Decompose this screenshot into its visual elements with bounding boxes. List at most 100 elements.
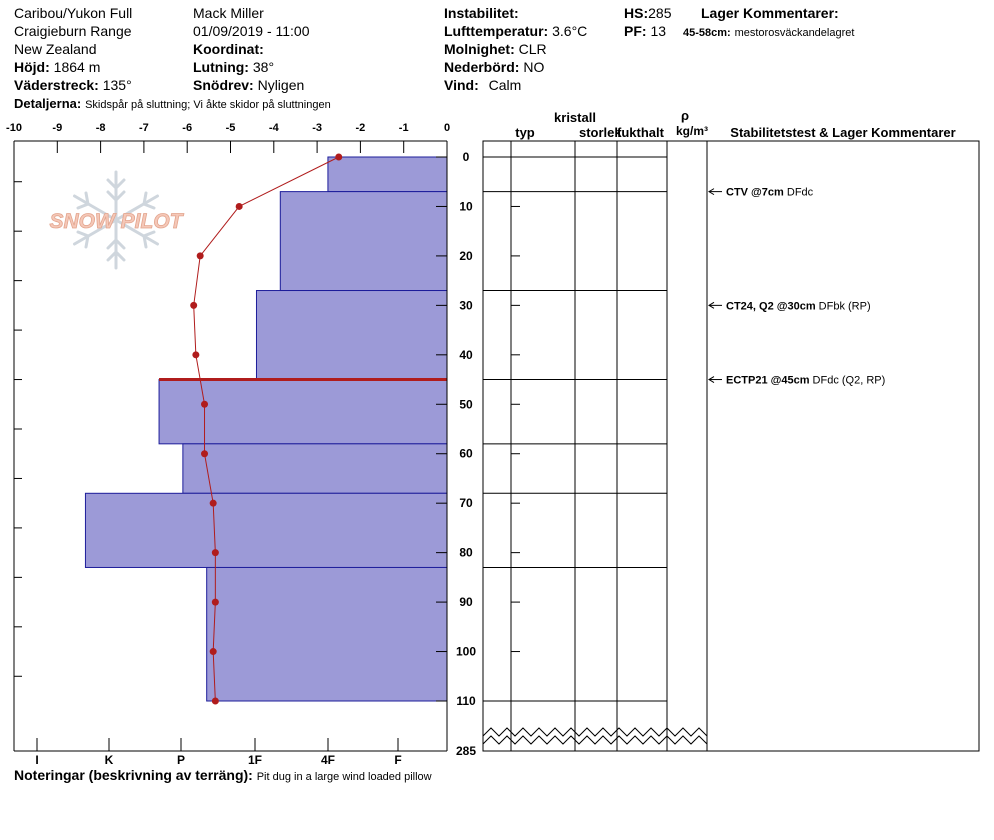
observer: Mack Miller — [193, 5, 264, 21]
aspect-row: Väderstreck: 135° — [14, 77, 132, 93]
sky-label: Molnighet: — [444, 41, 515, 57]
temperature-point — [190, 301, 198, 309]
depth-tick-label: 20 — [459, 249, 473, 263]
temp-tick-label: -2 — [356, 122, 366, 134]
header-stability: Stabilitetstest & Lager Kommentarer — [730, 125, 955, 140]
temperature-point — [201, 400, 209, 408]
hardness-layer — [182, 443, 448, 494]
air-temp-label: Lufttemperatur: — [444, 23, 549, 39]
snowflake-icon — [73, 170, 159, 270]
depth-tick-label: 100 — [456, 645, 476, 659]
hardness-tick-label: I — [35, 753, 38, 767]
notes-label: Noteringar (beskrivning av terräng): — [14, 767, 253, 783]
hardness-tick-label: 1F — [248, 753, 262, 767]
temp-tick-label: -5 — [226, 122, 236, 134]
temperature-point — [196, 252, 204, 260]
temp-tick-label: -6 — [182, 122, 192, 134]
temp-tick-label: -9 — [52, 122, 62, 134]
wind-loading-label: Snödrev: — [193, 77, 254, 93]
temperature-point — [201, 450, 209, 458]
location-line-2: Craigieburn Range — [14, 23, 132, 39]
temp-tick-label: -8 — [96, 122, 106, 134]
temperature-point — [209, 648, 217, 656]
slope-value: 38° — [252, 59, 275, 75]
stability-test: ECTP21 @45cm DFdc (Q2, RP) — [726, 375, 885, 387]
temp-tick-label: 0 — [444, 122, 450, 134]
slope-row: Lutning: 38° — [193, 59, 274, 75]
temperature-point — [209, 499, 217, 507]
elevation-row: Höjd: 1864 m — [14, 59, 100, 75]
air-temp-row: Lufttemperatur: 3.6°C — [444, 23, 587, 39]
depth-tick-label: 10 — [459, 199, 473, 213]
pf-value: 13 — [650, 23, 667, 39]
temperature-point — [211, 549, 219, 557]
wind-value: Calm — [488, 77, 522, 93]
temp-tick-label: -10 — [6, 122, 22, 134]
temp-tick-label: -3 — [312, 122, 322, 134]
temperature-point — [335, 153, 343, 161]
temp-tick-label: -7 — [139, 122, 149, 134]
hs-value: 285 — [648, 5, 672, 21]
depth-tick-label: 60 — [459, 447, 473, 461]
crystal-table-rows — [483, 156, 667, 702]
pf-label: PF: — [624, 23, 647, 39]
hardness-layer — [206, 566, 448, 702]
test-result: DFdc (Q2, RP) — [810, 375, 886, 387]
pf-row: PF: 13 — [624, 23, 666, 39]
details-label: Detaljerna: — [14, 96, 82, 111]
hs-row: HS:285 — [624, 5, 671, 21]
coord-label: Koordinat: — [193, 41, 264, 57]
location-line-3: New Zealand — [14, 41, 97, 57]
temperature-line — [193, 156, 339, 702]
layer-comment-text: mestorosväckandelagret — [734, 27, 855, 39]
test-label: CTV @7cm — [726, 187, 784, 199]
temperature-point — [235, 202, 243, 210]
test-result: DFbk (RP) — [816, 300, 871, 312]
temperature-point — [211, 697, 219, 705]
stability-test: CT24, Q2 @30cm DFbk (RP) — [726, 300, 871, 312]
layer-comments-label: Lager Kommentarer: — [701, 5, 839, 21]
zigzag-line — [482, 727, 708, 737]
hardness-tick-label: P — [177, 753, 185, 767]
test-label: ECTP21 @45cm — [726, 375, 810, 387]
stability-test: CTV @7cm DFdc — [726, 187, 814, 199]
aspect-label: Väderstreck: — [14, 77, 99, 93]
notes-text: Pit dug in a large wind loaded pillow — [256, 771, 432, 783]
depth-tick-label: 0 — [463, 150, 470, 164]
wind-label: Vind: — [444, 77, 479, 93]
layer-comment-row: 45-58cm: mestorosväckandelagret — [683, 23, 854, 41]
depth-axis: 0 10 20 30 40 50 60 70 80 90 100 110 285 — [14, 150, 520, 758]
details-row: Detaljerna: Skidspår på sluttning; Vi åk… — [14, 95, 331, 113]
details-value: Skidspår på sluttning; Vi åkte skidor på… — [85, 99, 331, 111]
sky-value: CLR — [518, 41, 547, 57]
header-type: typ — [515, 125, 535, 140]
header-size: storlek — [579, 125, 622, 140]
snowpilot-logo: SNOW PILOT — [49, 170, 185, 270]
logo-text: SNOW PILOT — [50, 210, 185, 233]
hardness-layer — [327, 156, 448, 193]
wind-loading-value: Nyligen — [257, 77, 305, 93]
hardness-layer — [255, 290, 448, 381]
header-density: kg/m³ — [676, 124, 708, 138]
precip-row: Nederbörd: NO — [444, 59, 544, 75]
hardness-tick-label: 4F — [321, 753, 335, 767]
air-temp-value: 3.6°C — [552, 23, 588, 39]
depth-tick-label: 90 — [459, 595, 473, 609]
depth-break-zigzag — [482, 727, 708, 745]
temperature-point — [211, 598, 219, 606]
hardness-layer — [279, 191, 448, 292]
stability-tests: CTV @7cm DFdc CT24, Q2 @30cm DFbk (RP) ECT… — [708, 187, 885, 387]
slope-label: Lutning: — [193, 59, 249, 75]
elevation-label: Höjd: — [14, 59, 50, 75]
depth-tick-label: 110 — [456, 694, 476, 708]
location-line-1: Caribou/Yukon Full — [14, 5, 133, 21]
elevation-value: 1864 m — [53, 59, 101, 75]
temperature-point — [192, 351, 200, 359]
instability-label: Instabilitet: — [444, 5, 519, 21]
aspect-value: 135° — [102, 77, 132, 93]
temp-tick-label: -1 — [399, 122, 409, 134]
notes-row: Noteringar (beskrivning av terräng): Pit… — [14, 767, 432, 785]
hardness-layers — [84, 156, 448, 702]
layer-comment-range: 45-58cm: — [683, 27, 731, 39]
